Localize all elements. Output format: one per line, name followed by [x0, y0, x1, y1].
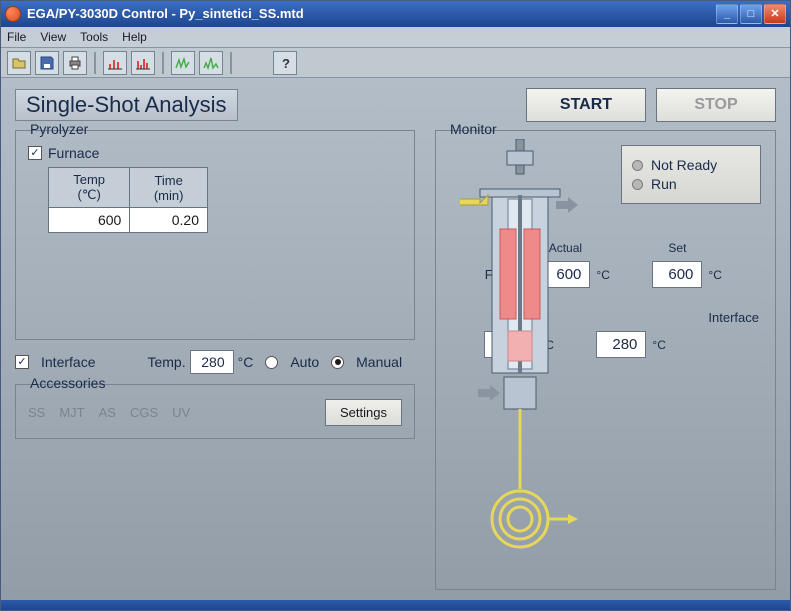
menu-view[interactable]: View	[40, 30, 66, 44]
right-column: Monitor Not Ready Run Actual	[435, 130, 776, 590]
row-interface-label: Interface	[708, 310, 761, 325]
close-button[interactable]: ✕	[764, 4, 786, 24]
help-icon[interactable]: ?	[273, 51, 297, 75]
interface-checkbox[interactable]: ✓	[15, 355, 29, 369]
furnace-checkbox[interactable]: ✓	[28, 146, 42, 160]
app-icon	[5, 6, 21, 22]
furnace-label: Furnace	[48, 145, 99, 161]
print-icon[interactable]	[63, 51, 87, 75]
temp-time-table: Temp (℃) Time (min) 600 0.20	[48, 167, 208, 233]
pyrolyzer-panel: Pyrolyzer ✓ Furnace Temp (℃) Time	[15, 130, 415, 340]
minimize-button[interactable]: _	[716, 4, 738, 24]
interface-temp-input[interactable]: 280	[190, 350, 234, 374]
acc-item-cgs: CGS	[130, 405, 158, 420]
window-title: EGA/PY-3030D Control - Py_sintetici_SS.m…	[27, 6, 716, 21]
header-row: Single-Shot Analysis START STOP	[15, 88, 776, 122]
accessories-legend: Accessories	[26, 375, 109, 391]
chart-red2-icon[interactable]	[131, 51, 155, 75]
menu-tools[interactable]: Tools	[80, 30, 108, 44]
svg-text:?: ?	[282, 56, 290, 71]
col-set: Set	[652, 241, 702, 255]
save-icon[interactable]	[35, 51, 59, 75]
furnace-set-unit: °C	[708, 268, 761, 282]
window-controls: _ □ ✕	[716, 4, 786, 24]
interface-panel: ✓ Interface Temp. 280 °C Auto Manual	[15, 350, 415, 374]
acc-item-ss: SS	[28, 405, 45, 420]
furnace-actual-unit: °C	[596, 268, 646, 282]
col-header-time: Time (min)	[130, 168, 208, 208]
mode-manual-radio[interactable]	[331, 356, 344, 369]
run-indicator	[632, 179, 643, 190]
acc-item-mjt: MJT	[59, 405, 84, 420]
chart-red1-icon[interactable]	[103, 51, 127, 75]
toolbar: ?	[1, 48, 790, 78]
content-row: Pyrolyzer ✓ Furnace Temp (℃) Time	[15, 130, 776, 590]
start-stop-group: START STOP	[526, 88, 776, 122]
status-run-row: Run	[632, 176, 750, 192]
interface-label: Interface	[41, 354, 95, 370]
acc-item-as: AS	[99, 405, 116, 420]
start-button[interactable]: START	[526, 88, 646, 122]
interface-temp-label: Temp.	[147, 354, 185, 370]
analysis-title: Single-Shot Analysis	[15, 89, 238, 121]
menu-file[interactable]: File	[7, 30, 26, 44]
stop-button: STOP	[656, 88, 776, 122]
accessories-row: SS MJT AS CGS UV Settings	[28, 399, 402, 426]
furnace-set: 600	[652, 261, 702, 288]
run-label: Run	[651, 176, 677, 192]
settings-button[interactable]: Settings	[325, 399, 402, 426]
toolbar-separator	[162, 52, 164, 74]
interface-set: 280	[596, 331, 646, 358]
toolbar-separator	[230, 52, 232, 74]
not-ready-label: Not Ready	[651, 157, 717, 173]
time-cell[interactable]: 0.20	[130, 208, 208, 233]
client-area: Single-Shot Analysis START STOP Pyrolyze…	[1, 78, 790, 600]
open-icon[interactable]	[7, 51, 31, 75]
taskbar-strip	[1, 600, 790, 610]
status-not-ready-row: Not Ready	[632, 157, 750, 173]
pyrolyzer-diagram	[460, 139, 580, 579]
mode-manual-label: Manual	[356, 354, 402, 370]
interface-set-unit: °C	[652, 338, 702, 352]
col-header-temp: Temp (℃)	[49, 168, 130, 208]
menubar: File View Tools Help	[1, 27, 790, 49]
menu-help[interactable]: Help	[122, 30, 147, 44]
temp-cell[interactable]: 600	[49, 208, 130, 233]
status-box: Not Ready Run	[621, 145, 761, 204]
mode-auto-radio[interactable]	[265, 356, 278, 369]
left-column: Pyrolyzer ✓ Furnace Temp (℃) Time	[15, 130, 415, 439]
furnace-checkbox-row: ✓ Furnace	[28, 145, 402, 161]
monitor-panel: Monitor Not Ready Run Actual	[435, 130, 776, 590]
monitor-legend: Monitor	[446, 121, 501, 137]
chart-green1-icon[interactable]	[171, 51, 195, 75]
interface-temp-unit: °C	[238, 354, 254, 370]
not-ready-indicator	[632, 160, 643, 171]
interface-temp-field: Temp. 280 °C	[147, 350, 253, 374]
acc-item-uv: UV	[172, 405, 190, 420]
maximize-button[interactable]: □	[740, 4, 762, 24]
mode-auto-label: Auto	[290, 354, 319, 370]
accessories-panel: Accessories SS MJT AS CGS UV Settings	[15, 384, 415, 439]
app-window: EGA/PY-3030D Control - Py_sintetici_SS.m…	[0, 0, 791, 611]
pyrolyzer-legend: Pyrolyzer	[26, 121, 92, 137]
chart-green2-icon[interactable]	[199, 51, 223, 75]
toolbar-separator	[94, 52, 96, 74]
titlebar: EGA/PY-3030D Control - Py_sintetici_SS.m…	[1, 1, 790, 27]
